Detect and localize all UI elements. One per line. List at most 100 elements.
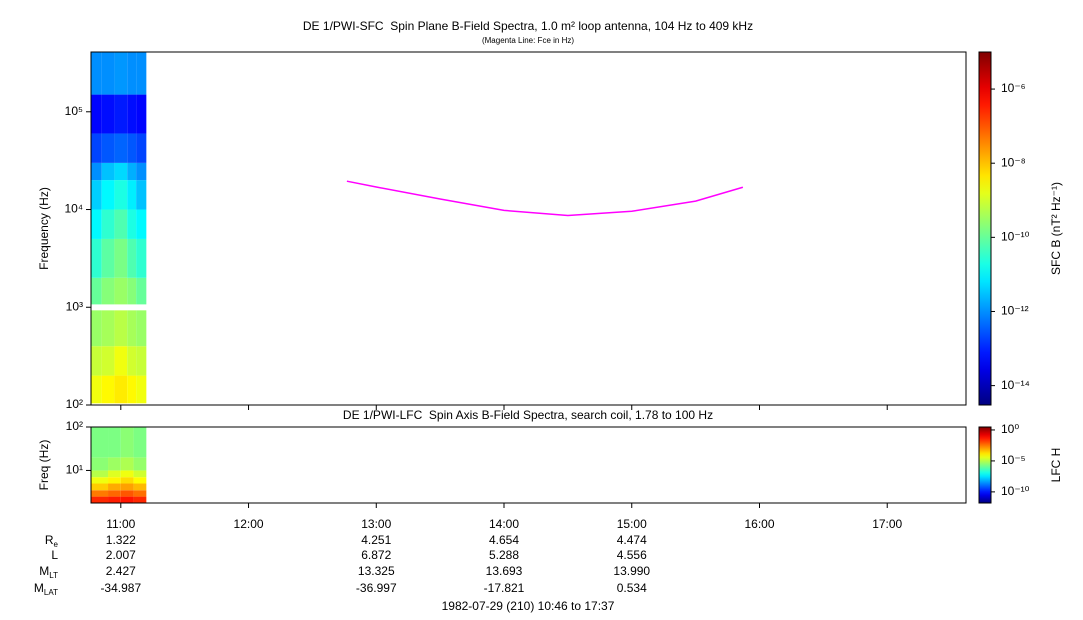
spectrogram-cell xyxy=(136,162,147,181)
spectrogram-cell xyxy=(133,483,147,491)
row-label: MLAT xyxy=(34,581,58,597)
row-label-main: M xyxy=(39,564,49,578)
spectrogram-cell xyxy=(120,477,134,484)
ephemeris-value: 4.556 xyxy=(617,548,647,562)
colorbar-label: LFC H xyxy=(1049,448,1063,483)
spectrogram-cell xyxy=(101,277,115,305)
ephemeris-value: 13.990 xyxy=(613,564,650,578)
spectrogram-cell xyxy=(127,346,137,376)
spectrogram-cell xyxy=(136,94,147,134)
ephemeris-value: 13.325 xyxy=(358,564,395,578)
spectrogram-cell xyxy=(114,162,128,181)
ephemeris-value: 4.654 xyxy=(489,533,519,547)
spectrogram-cell xyxy=(136,180,147,210)
spectrogram-cell xyxy=(91,477,109,484)
spectrogram-cell xyxy=(91,209,102,239)
colorbar-tick-label: 10⁻⁵ xyxy=(1001,453,1026,467)
spectrogram-cell xyxy=(101,133,115,163)
ephemeris-value: 6.872 xyxy=(361,548,391,562)
plot-frame xyxy=(90,51,967,406)
spectrogram-cell xyxy=(114,133,128,163)
spectrogram-cell xyxy=(91,427,109,458)
spectrogram-cell xyxy=(91,94,102,134)
spectrogram-cell xyxy=(91,180,102,210)
spectrogram-cell xyxy=(127,133,137,163)
x-tick-label: 12:00 xyxy=(234,517,264,531)
row-label-main: M xyxy=(34,581,44,595)
spectrogram-cell xyxy=(101,162,115,181)
spectrogram-cell xyxy=(136,277,147,305)
spectrogram-cell xyxy=(120,470,134,478)
spectrogram-cell xyxy=(114,180,128,210)
spectrogram-cell xyxy=(120,457,134,471)
plot-frame xyxy=(90,426,967,504)
row-label-main: R xyxy=(45,533,54,547)
row-label: Re xyxy=(45,533,59,549)
x-tick-label: 13:00 xyxy=(361,517,391,531)
ephemeris-value: 13.693 xyxy=(486,564,523,578)
spectrogram-cell xyxy=(91,277,102,305)
spectrogram-cell xyxy=(101,209,115,239)
spectrogram-cell xyxy=(120,483,134,491)
spectrogram-cell xyxy=(101,238,115,278)
spectrogram-cell xyxy=(101,346,115,376)
spectrogram-cell xyxy=(91,52,102,95)
ephemeris-value: -34.987 xyxy=(100,581,141,595)
spectrogram-cell xyxy=(136,238,147,278)
row-label: L xyxy=(51,548,58,562)
spectrogram-cell xyxy=(136,52,147,95)
row-label-main: L xyxy=(51,548,58,562)
panel-title: DE 1/PWI-LFC Spin Axis B-Field Spectra, … xyxy=(343,408,713,422)
spectrogram-cell xyxy=(101,310,115,347)
colorbar xyxy=(978,51,992,406)
colorbar-tick-label: 10⁻¹² xyxy=(1001,304,1029,318)
plot-area xyxy=(91,427,966,503)
spectrogram-cell xyxy=(127,209,137,239)
spectrogram-cell xyxy=(120,427,134,458)
spectrogram-cell xyxy=(91,496,109,503)
fce-line xyxy=(346,180,744,217)
row-label-sub: e xyxy=(54,540,59,549)
spectrogram-cell xyxy=(91,162,102,181)
spectrogram-cell xyxy=(127,180,137,210)
ephemeris-value: 2.007 xyxy=(106,548,136,562)
x-tick-label: 16:00 xyxy=(744,517,774,531)
ephemeris-value: -36.997 xyxy=(356,581,397,595)
spectrogram-cell xyxy=(127,277,137,305)
spectrogram-cell xyxy=(133,496,147,503)
spectrogram-cell xyxy=(127,238,137,278)
plot-area xyxy=(91,52,966,405)
spectrogram-cell xyxy=(127,94,137,134)
spectrogram-cell xyxy=(101,94,115,134)
spectrogram-cell xyxy=(127,375,137,404)
spectrogram-cell xyxy=(108,483,121,491)
colorbar-tick-label: 10⁻⁸ xyxy=(1001,155,1026,169)
y-axis-label: Freq (Hz) xyxy=(37,440,51,491)
footer: 1982-07-29 (210) 10:46 to 17:37 xyxy=(442,599,615,613)
y-tick-label: 10² xyxy=(66,419,83,433)
spectrogram-cell xyxy=(136,133,147,163)
spectrogram-cell xyxy=(133,477,147,484)
y-tick-label: 10⁴ xyxy=(64,202,83,216)
ephemeris-value: 1.322 xyxy=(106,533,136,547)
x-tick-label: 15:00 xyxy=(617,517,647,531)
colorbar xyxy=(978,426,992,504)
spectrogram-cell xyxy=(108,427,121,458)
spectrogram-cell xyxy=(108,490,121,497)
row-label-sub: LT xyxy=(49,571,58,580)
spectrogram-cell xyxy=(114,52,128,95)
spectrogram-cell xyxy=(120,490,134,497)
ephemeris-value: 0.534 xyxy=(617,581,647,595)
spectrogram-cell xyxy=(101,180,115,210)
spectrogram-cell xyxy=(127,310,137,347)
spectrogram-cell xyxy=(91,483,109,491)
spectrogram-cell xyxy=(101,375,115,404)
chart-title: DE 1/PWI-SFC Spin Plane B-Field Spectra,… xyxy=(303,19,753,33)
spectrogram-cell xyxy=(133,427,147,458)
colorbar-tick-label: 10⁻⁶ xyxy=(1001,81,1026,95)
spectrogram-cell xyxy=(133,470,147,478)
ephemeris-value: 4.251 xyxy=(361,533,391,547)
colorbar-tick-label: 10⁻¹⁰ xyxy=(1001,230,1030,244)
ephemeris-value: 5.288 xyxy=(489,548,519,562)
